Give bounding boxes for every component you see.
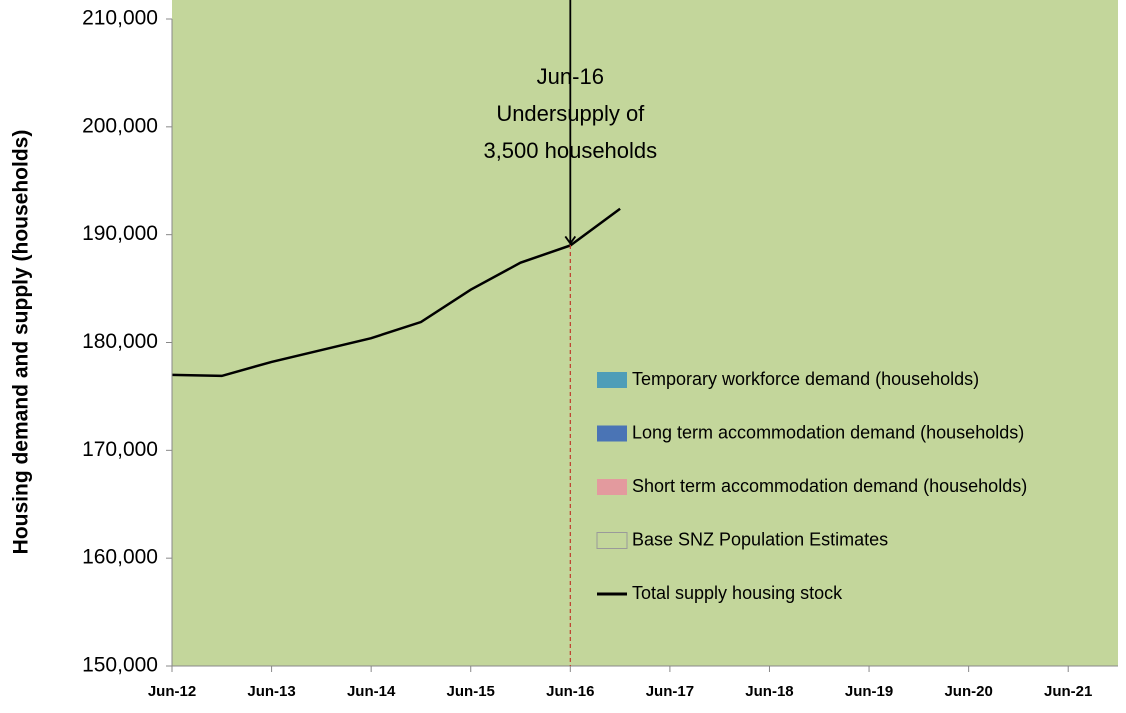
x-tick-label: Jun-14 <box>347 683 396 700</box>
y-axis-label: Housing demand and supply (households) <box>10 130 33 555</box>
x-tick-label: Jun-13 <box>247 683 295 700</box>
area <box>172 0 1118 666</box>
y-tick-label: 160,000 <box>82 546 158 569</box>
x-tick-label: Jun-12 <box>148 683 196 700</box>
legend-swatch <box>596 532 628 549</box>
x-tick-label: Jun-20 <box>944 683 992 700</box>
x-tick-label: Jun-16 <box>546 683 594 700</box>
legend-label: Total supply housing stock <box>632 583 843 603</box>
legend-swatch <box>597 479 627 495</box>
y-tick-label: 210,000 <box>82 7 158 30</box>
x-tick-label: Jun-15 <box>447 683 495 700</box>
y-tick-label: 170,000 <box>82 438 158 461</box>
y-tick-label: 190,000 <box>82 222 158 245</box>
y-tick-label: 180,000 <box>82 330 158 353</box>
x-tick-label: Jun-21 <box>1044 683 1092 700</box>
legend-label: Long term accommodation demand (househol… <box>632 422 1024 442</box>
y-tick-label: 200,000 <box>82 114 158 137</box>
x-tick-label: Jun-17 <box>646 683 694 700</box>
legend-label: Temporary workforce demand (households) <box>632 369 979 389</box>
x-tick-label: Jun-18 <box>745 683 793 700</box>
legend-swatch <box>597 425 627 442</box>
legend-label: Base SNZ Population Estimates <box>632 529 888 549</box>
y-tick-label: 150,000 <box>82 654 158 677</box>
annotation-arrow <box>564 0 577 245</box>
x-tick-label: Jun-19 <box>845 683 893 700</box>
line <box>171 207 621 378</box>
legend-swatch <box>597 372 627 388</box>
legend-label: Short term accommodation demand (househo… <box>632 476 1027 496</box>
